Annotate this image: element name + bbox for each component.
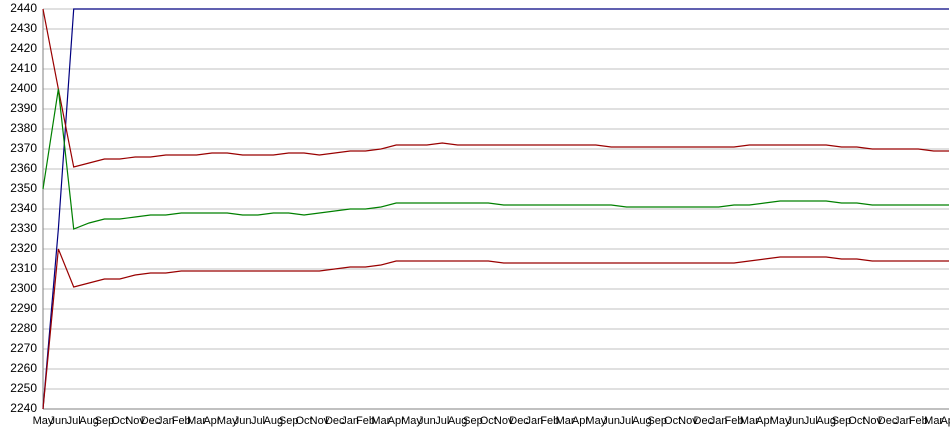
- y-tick-label: 2280: [10, 321, 37, 335]
- x-tick-label: Nov: [310, 415, 330, 427]
- y-tick-label: 2380: [10, 121, 37, 135]
- y-tick-label: 2260: [10, 361, 37, 375]
- x-tick-label: Jan: [526, 415, 544, 427]
- x-tick-label: Aug: [79, 415, 99, 427]
- x-tick-label: Mar: [924, 415, 943, 427]
- x-tick-label: Sep: [647, 415, 667, 427]
- y-tick-label: 2350: [10, 181, 37, 195]
- y-tick-label: 2290: [10, 301, 37, 315]
- y-tick-label: 2340: [10, 201, 37, 215]
- x-tick-label: Dec: [141, 415, 161, 427]
- x-tick-label: May: [770, 415, 791, 427]
- series-line: [42, 248, 949, 410]
- x-tick-label: Feb: [909, 415, 928, 427]
- y-tick-label: 2330: [10, 221, 37, 235]
- x-tick-label: Mar: [187, 415, 206, 427]
- y-tick-label: 2250: [10, 381, 37, 395]
- y-tick-label: 2310: [10, 261, 37, 275]
- x-tick-label: Jul: [804, 415, 818, 427]
- x-tick-label: Apr: [203, 415, 220, 427]
- x-tick-label: Sep: [95, 415, 115, 427]
- x-tick-label: Mar: [740, 415, 759, 427]
- x-tick-label: Apr: [756, 415, 773, 427]
- x-tick-label: Dec: [325, 415, 345, 427]
- x-tick-label: Jan: [710, 415, 728, 427]
- x-tick-label: Jan: [157, 415, 175, 427]
- y-tick-label: 2320: [10, 241, 37, 255]
- x-tick-label: Jul: [435, 415, 449, 427]
- x-tick-label: Apr: [572, 415, 589, 427]
- x-tick-label: Jan: [894, 415, 912, 427]
- x-tick-label: Nov: [125, 415, 145, 427]
- x-tick-label: May: [585, 415, 606, 427]
- x-tick-label: Sep: [279, 415, 299, 427]
- series-line: [42, 8, 949, 410]
- series-line: [42, 88, 949, 230]
- x-tick-label: Nov: [862, 415, 882, 427]
- x-tick-label: Mar: [556, 415, 575, 427]
- series-line: [42, 8, 949, 168]
- x-tick-label: May: [401, 415, 422, 427]
- x-tick-label: Dec: [509, 415, 529, 427]
- y-tick-label: 2240: [10, 401, 37, 415]
- x-tick-label: Feb: [172, 415, 191, 427]
- y-tick-label: 2440: [10, 1, 37, 15]
- x-tick-label: Jun: [787, 415, 805, 427]
- x-tick-label: Nov: [494, 415, 514, 427]
- y-tick-label: 2430: [10, 21, 37, 35]
- x-tick-label: Jun: [418, 415, 436, 427]
- x-tick-label: Sep: [832, 415, 852, 427]
- x-tick-label: Jan: [341, 415, 359, 427]
- x-tick-label: Oct: [111, 415, 128, 427]
- y-tick-label: 2370: [10, 141, 37, 155]
- x-tick-label: Feb: [356, 415, 375, 427]
- y-tick-label: 2420: [10, 41, 37, 55]
- x-tick-label: Nov: [678, 415, 698, 427]
- y-tick-label: 2300: [10, 281, 37, 295]
- x-tick-label: May: [217, 415, 238, 427]
- x-tick-label: Aug: [264, 415, 284, 427]
- x-tick-label: Jul: [619, 415, 633, 427]
- x-tick-label: Dec: [694, 415, 714, 427]
- y-tick-label: 2400: [10, 81, 37, 95]
- y-tick-label: 2270: [10, 341, 37, 355]
- x-tick-label: Sep: [463, 415, 483, 427]
- x-tick-label: Oct: [664, 415, 681, 427]
- x-tick-label: Aug: [632, 415, 652, 427]
- x-tick-label: Jun: [602, 415, 620, 427]
- y-tick-label: 2360: [10, 161, 37, 175]
- x-tick-label: Oct: [848, 415, 865, 427]
- x-tick-label: May: [33, 415, 54, 427]
- x-tick-label: Jul: [251, 415, 265, 427]
- x-tick-label: Aug: [448, 415, 468, 427]
- x-tick-label: Mar: [371, 415, 390, 427]
- x-tick-label: Jul: [67, 415, 81, 427]
- y-tick-label: 2390: [10, 101, 37, 115]
- y-tick-label: 2410: [10, 61, 37, 75]
- x-tick-label: Jun: [49, 415, 67, 427]
- x-tick-label: Apr: [388, 415, 405, 427]
- x-tick-label: Dec: [878, 415, 898, 427]
- x-tick-label: Oct: [295, 415, 312, 427]
- x-tick-label: Apr: [940, 415, 950, 427]
- x-tick-label: Feb: [540, 415, 559, 427]
- x-tick-label: Feb: [725, 415, 744, 427]
- x-tick-label: Oct: [480, 415, 497, 427]
- x-tick-label: Jun: [234, 415, 252, 427]
- x-tick-label: Aug: [816, 415, 836, 427]
